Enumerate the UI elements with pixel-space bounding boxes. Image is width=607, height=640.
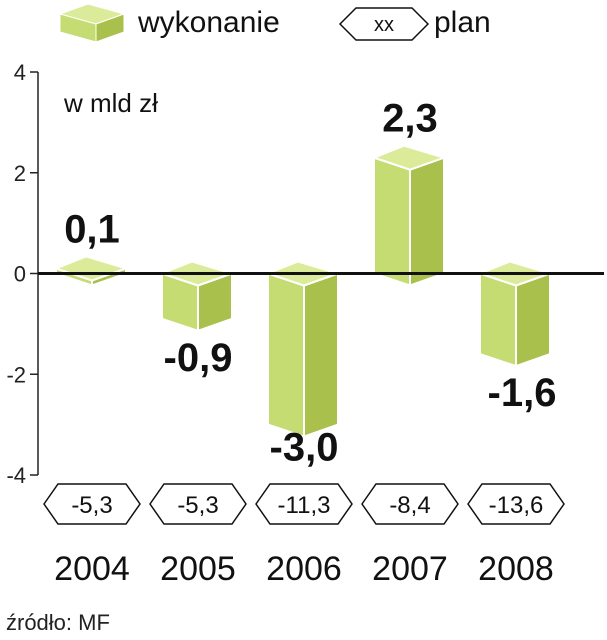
plan-label: -11,3	[278, 492, 331, 519]
value-label: -0,9	[164, 336, 233, 380]
bars	[53, 144, 554, 439]
plan-hexagon	[361, 483, 459, 525]
legend: wykonanie xx plan	[58, 3, 491, 43]
year-label: 2007	[372, 550, 448, 588]
year-labels: 2004 2005 2006 2007 2008	[54, 550, 554, 588]
source-note: źródło: MF	[6, 610, 110, 635]
bar-side-face	[515, 272, 551, 368]
plan-hexagon	[467, 483, 565, 525]
plan-hexagon	[43, 483, 141, 525]
value-label: 0,1	[64, 207, 120, 251]
y-tick-label: 4	[14, 60, 26, 85]
bar	[159, 260, 236, 333]
bar-side-face	[303, 272, 339, 439]
y-tick-label: -4	[6, 463, 26, 488]
plan-labels: -5,3 -5,3 -11,3 -8,4 -13,6	[43, 483, 565, 525]
plan-hexagon	[149, 483, 247, 525]
legend-actual-label: wykonanie	[137, 6, 280, 39]
value-labels: 0,1 -0,9 -3,0 2,3 -1,6	[64, 97, 556, 470]
year-label: 2008	[478, 550, 554, 588]
value-label: -1,6	[488, 371, 557, 415]
y-ticks: 4 2 0 -2 -4	[6, 60, 38, 488]
y-tick-label: -2	[6, 362, 26, 387]
bar	[477, 260, 554, 368]
bar	[371, 144, 448, 287]
plan-label: -5,3	[71, 492, 112, 519]
bar-front-face	[373, 156, 411, 287]
plan-label: -8,4	[389, 492, 430, 519]
plan-label: -5,3	[177, 492, 218, 519]
bar	[265, 260, 342, 439]
year-label: 2006	[266, 550, 342, 588]
bar-top-face	[371, 144, 448, 171]
plan-hexagon	[255, 483, 353, 525]
bar-front-face	[267, 272, 305, 439]
y-tick-label: 0	[14, 262, 26, 287]
legend-plan-hexagon	[338, 7, 430, 41]
y-tick-label: 2	[14, 161, 26, 186]
plan-label: -13,6	[489, 492, 544, 519]
bar-front-face	[479, 272, 517, 368]
year-label: 2005	[160, 550, 236, 588]
unit-label: w mld zł	[63, 88, 158, 118]
bar	[53, 255, 130, 287]
value-label: -3,0	[270, 426, 339, 470]
legend-actual-swatch	[58, 3, 126, 43]
legend-plan-symbol: xx	[374, 14, 394, 36]
value-label: 2,3	[382, 97, 438, 141]
bar-side-face	[409, 156, 445, 287]
year-label: 2004	[54, 550, 130, 588]
legend-plan-label: plan	[434, 6, 491, 39]
